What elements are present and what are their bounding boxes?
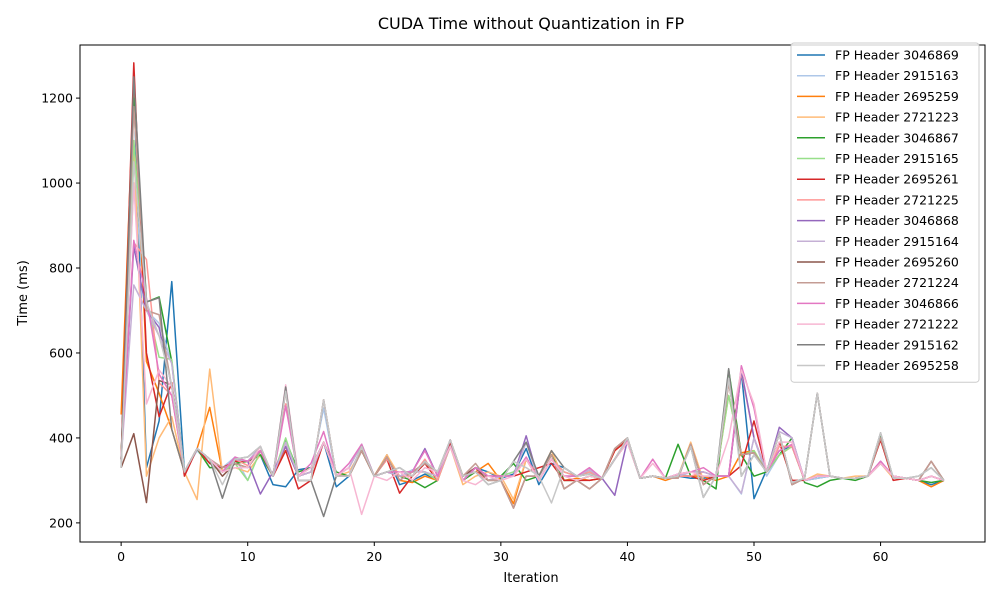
legend-label-5: FP Header 2915165	[835, 151, 959, 166]
legend-label-10: FP Header 2695260	[835, 255, 959, 270]
legend-label-4: FP Header 3046867	[835, 130, 959, 145]
legend: FP Header 3046869 FP Header 2915163 FP Hea…	[790, 42, 980, 383]
legend-label-3: FP Header 2721223	[835, 110, 959, 125]
legend-label-11: FP Header 2721224	[835, 275, 959, 290]
x-tick-label-4: 40	[619, 549, 635, 564]
plot-lines	[120, 62, 945, 518]
legend-label-6: FP Header 2695261	[835, 172, 959, 187]
y-axis-label: Time (ms)	[16, 260, 31, 327]
y-tick-label-2: 600	[49, 345, 73, 360]
y-tick-label-1: 400	[49, 430, 73, 445]
series-line-13	[120, 182, 945, 516]
legend-label-12: FP Header 3046866	[835, 296, 959, 311]
y-tick-label-4: 1000	[41, 176, 73, 191]
x-axis-ticks: 0 10 20 30 40 50 60	[117, 542, 889, 564]
legend-label-8: FP Header 3046868	[835, 213, 959, 228]
chart-title: CUDA Time without Quantization in FP	[378, 14, 685, 33]
x-tick-label-5: 50	[746, 549, 762, 564]
x-tick-label-3: 30	[493, 549, 509, 564]
legend-label-14: FP Header 2915162	[835, 337, 959, 352]
legend-label-7: FP Header 2721225	[835, 192, 959, 207]
plot-frame	[79, 44, 986, 543]
y-tick-label-3: 800	[49, 261, 73, 276]
x-tick-label-2: 20	[366, 549, 382, 564]
series-line-15	[120, 161, 945, 504]
legend-label-9: FP Header 2915164	[835, 234, 959, 249]
x-tick-label-6: 60	[873, 549, 889, 564]
legend-label-1: FP Header 2915163	[835, 68, 959, 83]
legend-label-15: FP Header 2695258	[835, 358, 959, 373]
legend-label-0: FP Header 3046869	[835, 48, 959, 63]
x-tick-label-0: 0	[117, 549, 125, 564]
y-axis-ticks: 200 400 600 800 1000 1200	[41, 91, 80, 530]
x-axis-label: Iteration	[503, 571, 558, 586]
legend-label-13: FP Header 2721222	[835, 317, 959, 332]
y-tick-label-0: 200	[49, 515, 73, 530]
legend-frame	[790, 42, 980, 383]
x-tick-label-1: 10	[240, 549, 256, 564]
y-tick-label-5: 1200	[41, 91, 73, 106]
legend-label-2: FP Header 2695259	[835, 89, 959, 104]
